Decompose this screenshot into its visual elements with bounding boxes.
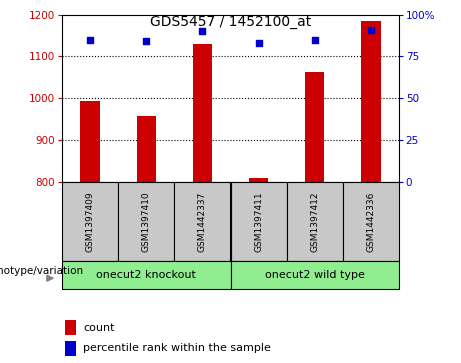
Text: percentile rank within the sample: percentile rank within the sample [83, 343, 272, 354]
Point [367, 26, 374, 32]
Text: GSM1442337: GSM1442337 [198, 191, 207, 252]
Bar [174, 182, 230, 261]
Text: GSM1397410: GSM1397410 [142, 191, 151, 252]
Bar [65, 320, 77, 335]
Text: GSM1397409: GSM1397409 [86, 191, 95, 252]
Bar [343, 182, 399, 261]
Bar [287, 182, 343, 261]
Point [142, 38, 150, 44]
Bar [62, 261, 230, 289]
Point [311, 37, 318, 42]
Bar [62, 182, 118, 261]
Text: genotype/variation: genotype/variation [0, 266, 84, 276]
Text: GSM1397412: GSM1397412 [310, 191, 319, 252]
Text: onecut2 wild type: onecut2 wild type [265, 270, 365, 280]
Bar [230, 261, 399, 289]
Bar [136, 115, 156, 182]
Point [255, 40, 262, 46]
Bar [361, 21, 380, 182]
Bar [193, 44, 212, 182]
Bar [230, 182, 287, 261]
Text: GDS5457 / 1452100_at: GDS5457 / 1452100_at [150, 15, 311, 29]
Bar [65, 340, 77, 356]
Bar [305, 72, 325, 182]
Bar [249, 178, 268, 182]
Point [199, 28, 206, 34]
Text: GSM1397411: GSM1397411 [254, 191, 263, 252]
Text: GSM1442336: GSM1442336 [366, 191, 375, 252]
Text: count: count [83, 323, 115, 333]
Point [87, 37, 94, 42]
Bar [118, 182, 174, 261]
Text: onecut2 knockout: onecut2 knockout [96, 270, 196, 280]
Bar [81, 101, 100, 182]
